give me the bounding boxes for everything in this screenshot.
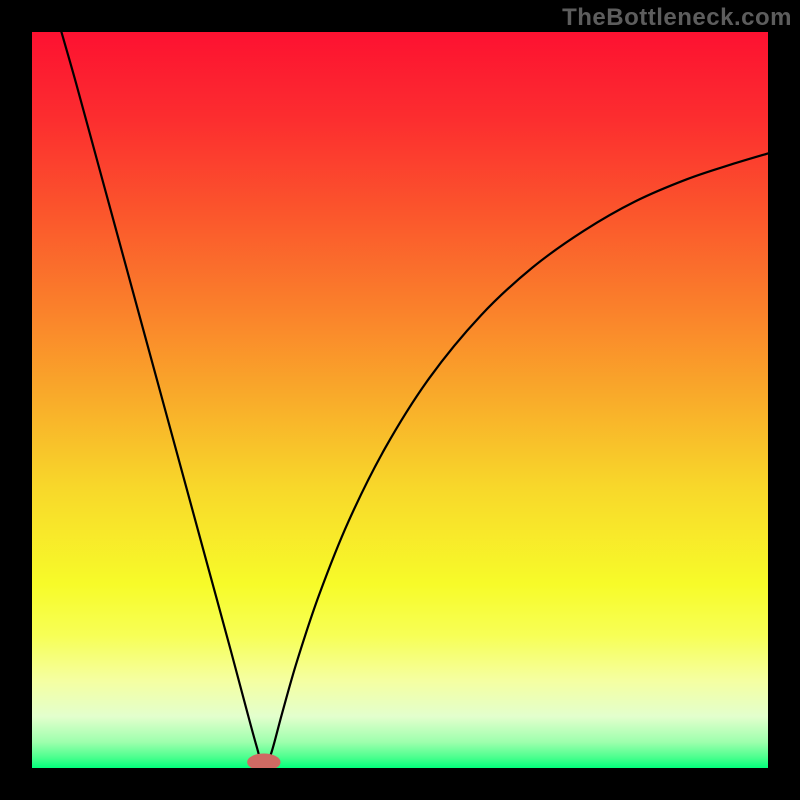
- chart-svg: [32, 32, 768, 768]
- minimum-marker: [248, 754, 280, 768]
- plot-area: [32, 32, 768, 768]
- gradient-background: [32, 32, 768, 768]
- watermark-text: TheBottleneck.com: [562, 4, 792, 32]
